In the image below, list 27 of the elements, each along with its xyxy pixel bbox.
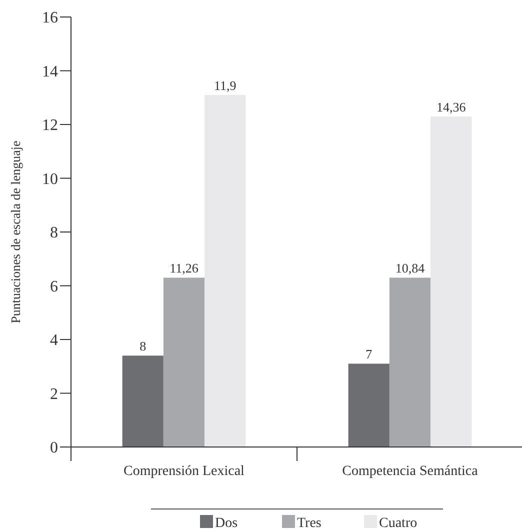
bar <box>163 278 205 447</box>
y-tick-label: 4 <box>50 332 58 350</box>
y-tick-label: 8 <box>50 224 58 242</box>
x-tick-label: Comprensión Lexical <box>124 464 245 479</box>
legend-label: Cuatro <box>379 516 418 531</box>
bar <box>430 116 472 447</box>
annotation: 7 <box>366 346 373 362</box>
y-tick-label: 14 <box>42 63 58 80</box>
annotation: 10,84 <box>395 260 426 276</box>
y-tick-label: 2 <box>50 386 58 403</box>
legend-label: Tres <box>297 516 322 531</box>
y-tick-label: 6 <box>50 278 58 296</box>
y-tick-label: 0 <box>50 440 58 457</box>
annotation: 11,26 <box>170 260 199 276</box>
y-tick-label: 12 <box>42 117 58 134</box>
legend-label: Dos <box>215 516 238 531</box>
bar <box>204 94 246 447</box>
annotation: 11,9 <box>214 78 236 93</box>
y-tick-label: 16 <box>42 10 58 27</box>
bar <box>389 278 431 447</box>
annotation: 8 <box>140 338 146 354</box>
annotation: 14,36 <box>436 99 466 114</box>
y-tick-label: 10 <box>42 170 58 188</box>
x-tick-label: Competencia Semántica <box>342 464 479 479</box>
bar <box>348 364 390 447</box>
y-axis-title: Puntuaciones de escala de lenguaje <box>8 140 23 324</box>
bar <box>122 356 164 447</box>
